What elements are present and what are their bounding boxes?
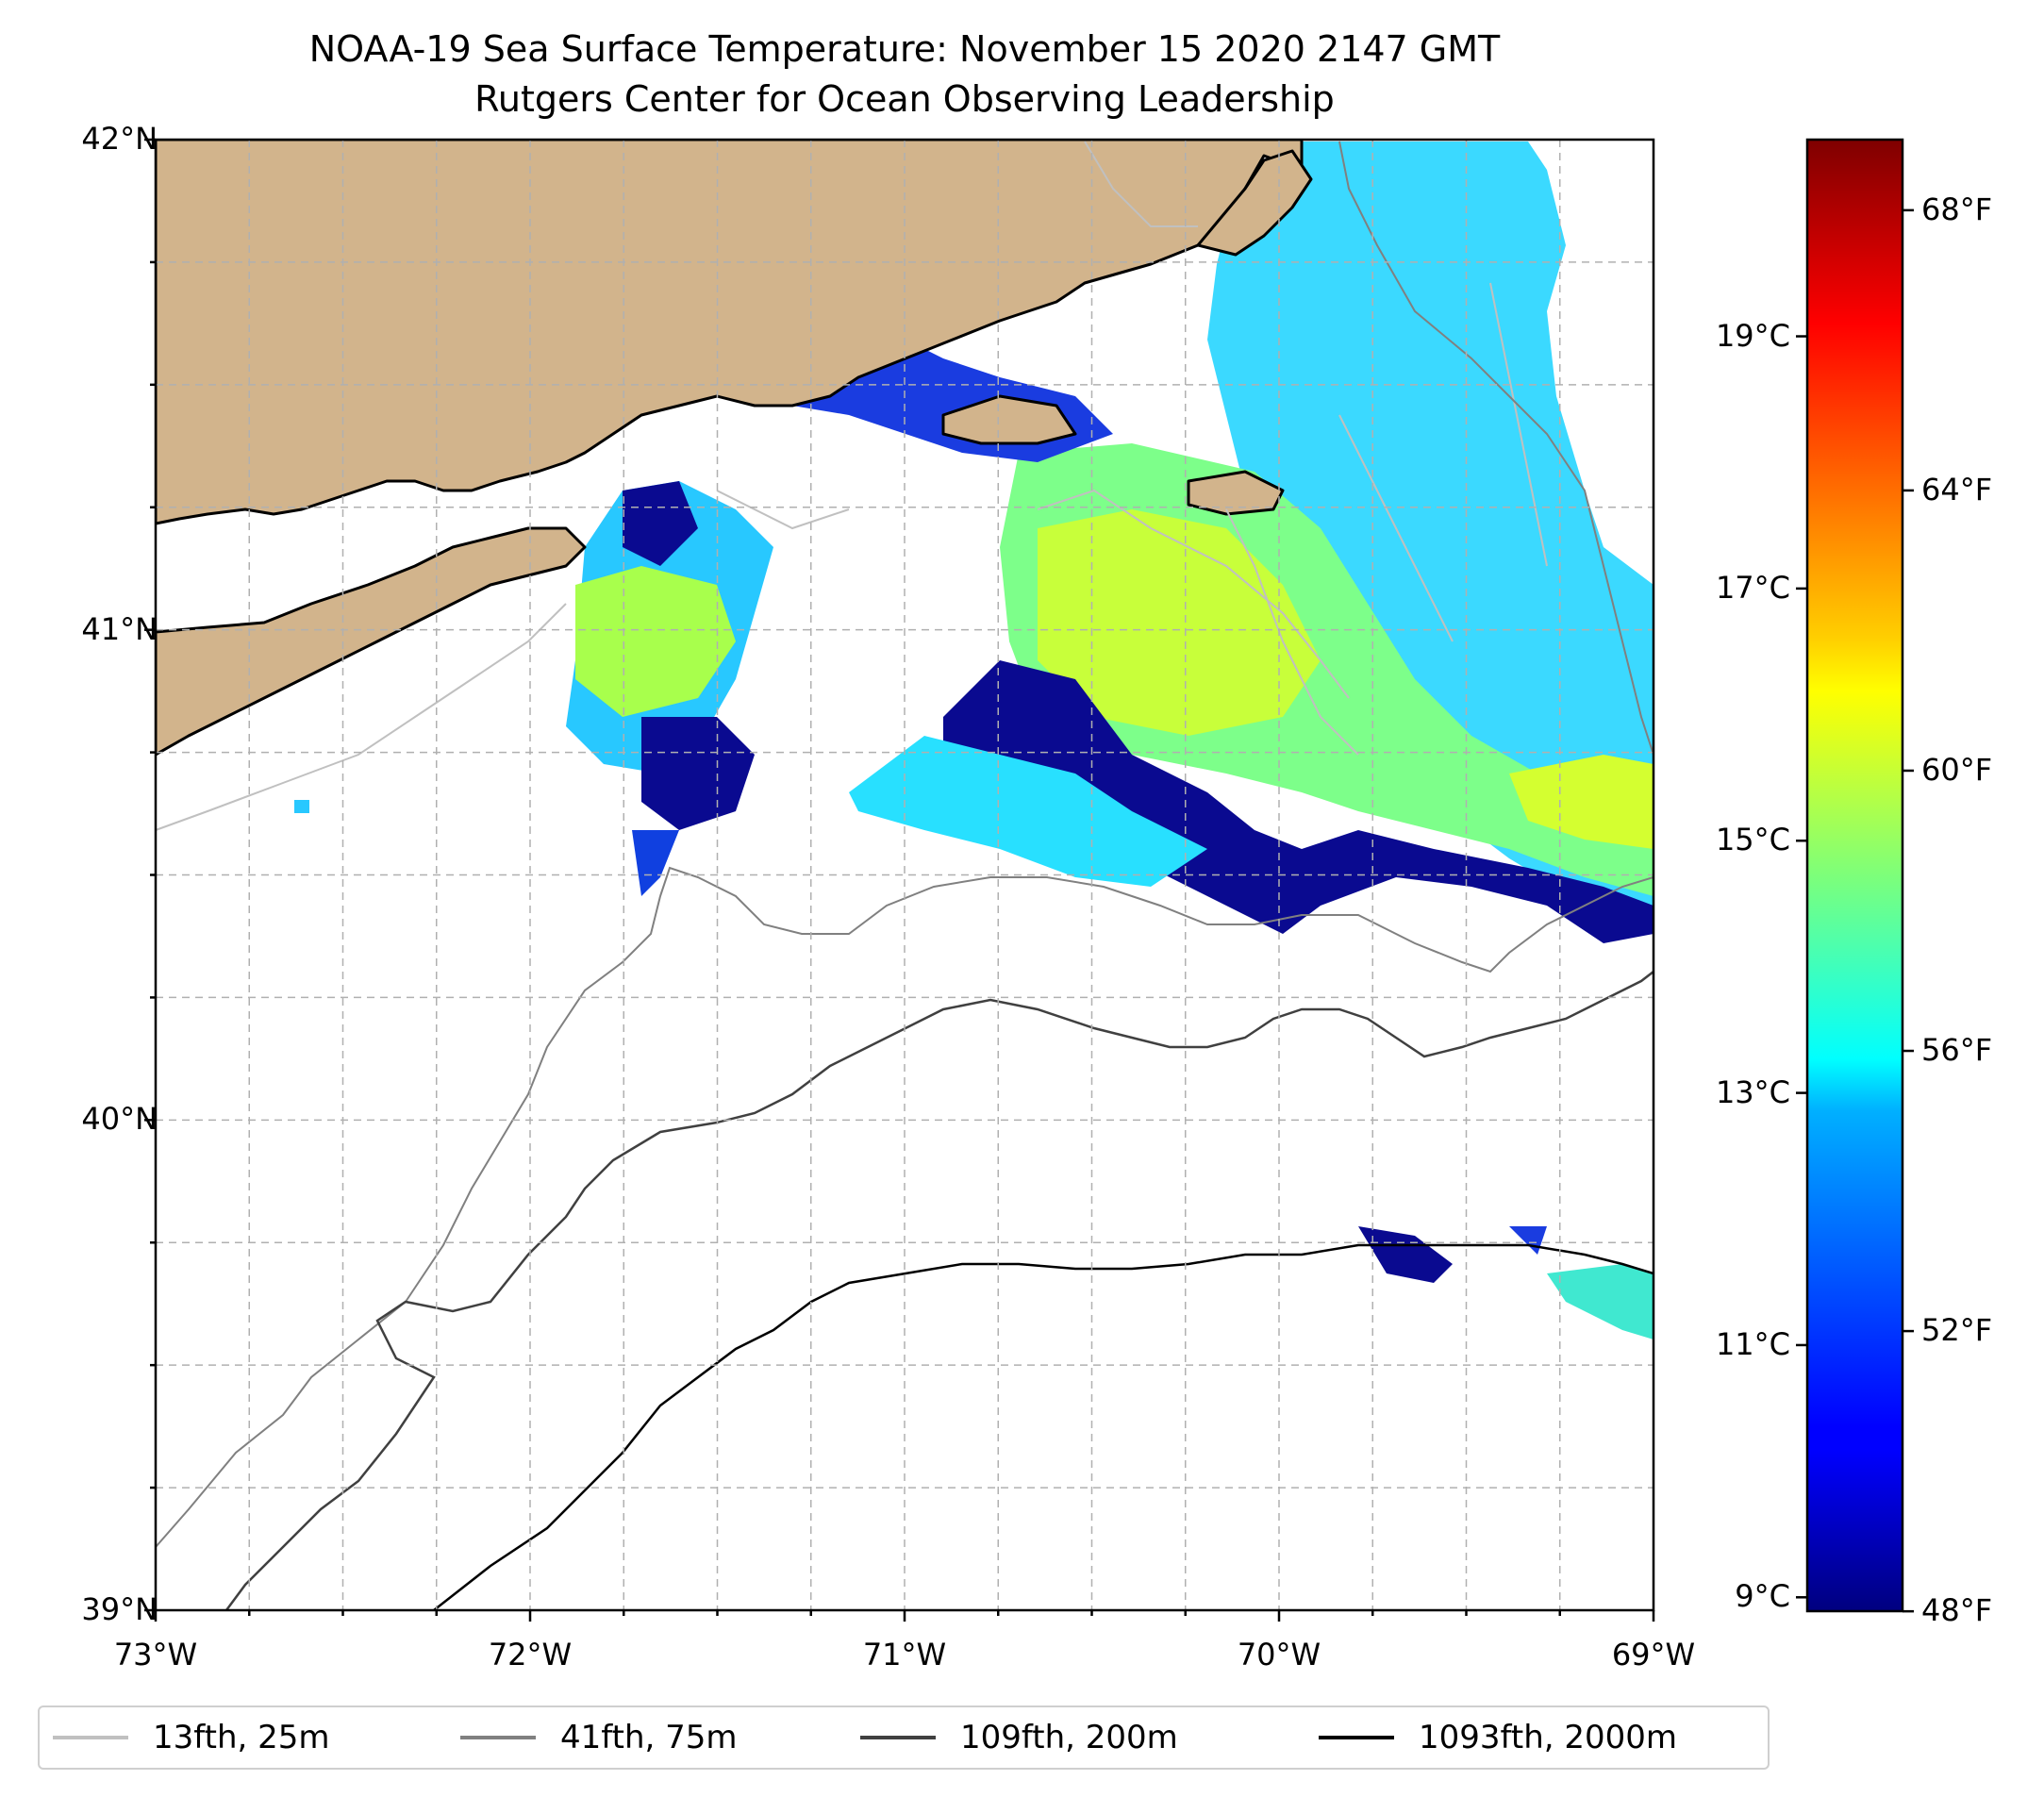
sst-patch-south-dark <box>943 660 1653 943</box>
colorbar-fahrenheit-label: 64°F <box>1921 471 1993 507</box>
lat-tick-label: 40°N <box>81 1101 158 1138</box>
lon-tick-label: 73°W <box>113 1637 198 1672</box>
lon-tick-label: 69°W <box>1611 1637 1696 1672</box>
legend-line-swatch <box>460 1736 536 1739</box>
colorbar-celsius-label: 19°C <box>1715 317 1790 354</box>
sst-patch-li-yellowgreen <box>575 566 736 717</box>
legend-label: 1093fth, 2000m <box>1419 1719 1678 1756</box>
lat-tick-label: 42°N <box>81 121 158 157</box>
gridlines <box>156 140 1653 1610</box>
sst-data-layer <box>294 141 1653 1339</box>
sst-patch-south-cyan <box>849 736 1207 887</box>
isobath-200m <box>224 971 1653 1610</box>
isobath-legend: 13fth, 25m 41fth, 75m 109fth, 200m 1093fth,… <box>38 1705 1770 1770</box>
legend-line-swatch <box>1319 1736 1394 1739</box>
legend-item: 13fth, 25m <box>53 1707 330 1768</box>
colorbar-fahrenheit-label: 56°F <box>1921 1032 1993 1069</box>
colorbar-celsius-label: 9°C <box>1735 1578 1790 1615</box>
isobath-25m <box>156 141 1548 831</box>
lon-tick-label: 71°W <box>862 1637 947 1672</box>
axis-ticks <box>144 138 1655 1622</box>
sst-patch-slope-east <box>1358 1226 1453 1283</box>
legend-item: 109fth, 200m <box>860 1707 1178 1768</box>
sst-patch-li-dark <box>623 481 698 566</box>
sst-patch-shelf-yellow <box>1038 509 1321 736</box>
land-layer <box>156 140 1313 757</box>
lat-tick-label: 39°N <box>81 1591 158 1627</box>
sst-patch-slope-cyan <box>1547 1264 1653 1339</box>
land-marthas-vineyard <box>941 394 1077 445</box>
colorbar-fahrenheit-label: 60°F <box>1921 751 1993 788</box>
lon-tick-label: 72°W <box>488 1637 573 1672</box>
colorbar <box>1805 138 1904 1613</box>
title-line-2: Rutgers Center for Ocean Observing Leade… <box>474 78 1335 120</box>
land-cape-cod <box>1196 149 1313 257</box>
legend-line-swatch <box>53 1736 128 1739</box>
colorbar-celsius-label: 15°C <box>1715 822 1790 858</box>
legend-label: 109fth, 200m <box>960 1719 1178 1756</box>
land-nantucket <box>1187 470 1285 516</box>
colorbar-fahrenheit-label: 68°F <box>1921 191 1993 227</box>
title-line-1: NOAA-19 Sea Surface Temperature: Novembe… <box>308 28 1501 70</box>
colorbar-fahrenheit-label: 52°F <box>1921 1312 1993 1349</box>
sst-patch-south-li <box>632 830 679 896</box>
legend-label: 41fth, 75m <box>560 1719 738 1756</box>
sst-patch-mid-dark <box>641 717 755 830</box>
colorbar-celsius-label: 17°C <box>1715 569 1790 606</box>
colorbar-celsius-label: 13°C <box>1715 1073 1790 1110</box>
legend-label: 13fth, 25m <box>153 1719 330 1756</box>
isobath-2000m <box>433 1243 1653 1610</box>
legend-item: 1093fth, 2000m <box>1319 1707 1677 1768</box>
lat-tick-label: 41°N <box>81 610 158 647</box>
lon-tick-label: 70°W <box>1237 1637 1321 1672</box>
colorbar-celsius-label: 11°C <box>1715 1325 1790 1362</box>
colorbar-ticks <box>1796 208 1914 1613</box>
land-long-island <box>156 526 587 757</box>
sst-patch-sw-spot <box>294 800 309 813</box>
sst-patch-east-yellow <box>1509 755 1653 849</box>
legend-line-swatch <box>860 1736 936 1739</box>
colorbar-fahrenheit-label: 48°F <box>1921 1592 1993 1629</box>
legend-item: 41fth, 75m <box>460 1707 738 1768</box>
